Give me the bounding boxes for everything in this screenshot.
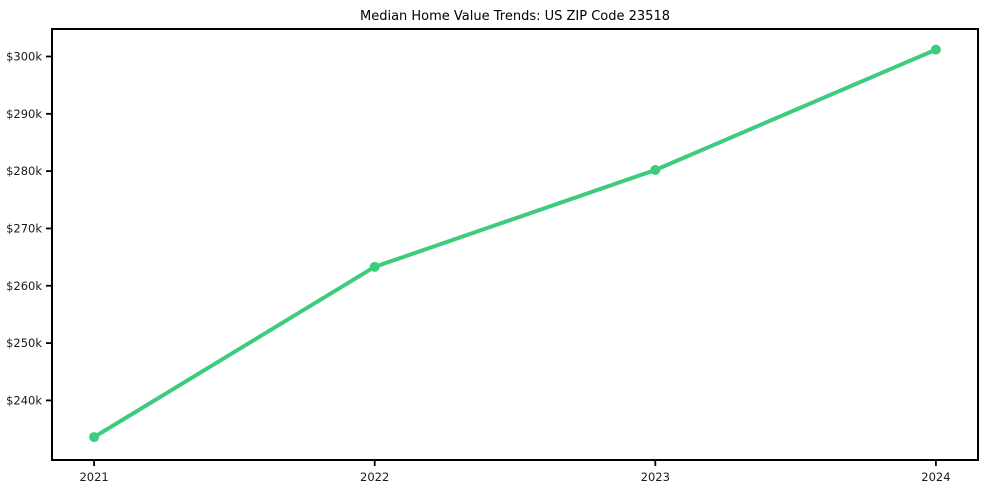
- x-tick-label: 2023: [641, 470, 670, 484]
- data-point-marker: [369, 261, 380, 272]
- data-point-marker: [89, 432, 100, 443]
- data-point-marker: [930, 44, 941, 55]
- y-tick-label: $260k: [6, 279, 42, 293]
- chart-title: Median Home Value Trends: US ZIP Code 23…: [360, 9, 670, 24]
- x-tick-label: 2021: [79, 470, 108, 484]
- y-tick-label: $250k: [6, 336, 42, 350]
- y-tick-label: $240k: [6, 393, 42, 407]
- y-tick-label: $290k: [6, 107, 42, 121]
- trend-line: [92, 47, 938, 440]
- y-tick-label: $270k: [6, 221, 42, 235]
- y-tick-label: $300k: [6, 50, 42, 64]
- plot-border: [51, 28, 979, 461]
- data-point-marker: [650, 164, 661, 175]
- x-tick-label: 2022: [360, 470, 389, 484]
- x-tick-label: 2024: [921, 470, 950, 484]
- y-tick-label: $280k: [6, 164, 42, 178]
